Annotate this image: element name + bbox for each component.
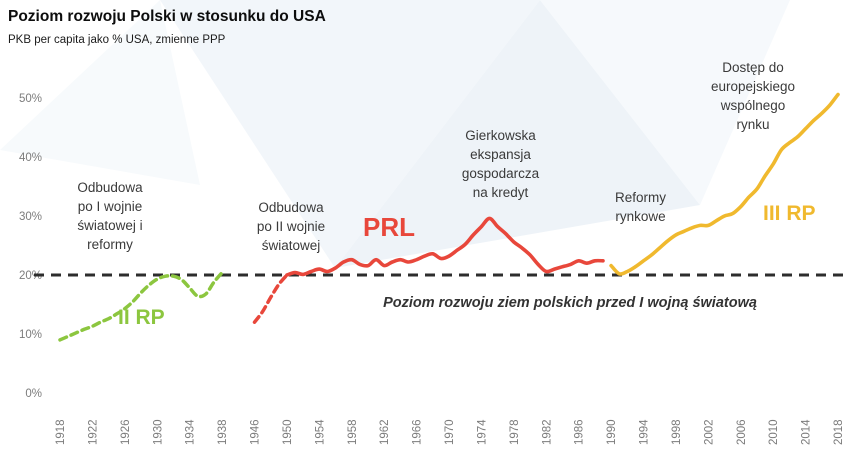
annotation-eu-common-market: Dostęp do europejskiego wspólnego rynku (710, 60, 796, 133)
y-tick-label: 10% (19, 329, 42, 341)
series-label-iii-rp: III RP (763, 202, 816, 225)
x-tick-label: 2010 (768, 419, 780, 445)
x-tick-label: 2014 (801, 419, 813, 445)
line-iii-rp (609, 92, 840, 276)
x-tick-label: 1982 (541, 419, 553, 445)
x-tick-label: 1962 (379, 419, 391, 445)
background-polygon (540, 0, 790, 205)
y-tick-label: 30% (19, 211, 42, 223)
x-tick-label: 1994 (639, 419, 651, 445)
x-tick-label: 1978 (509, 419, 521, 445)
x-tick-label: 1966 (412, 419, 424, 445)
annotation-postwar-recovery: Odbudowa po II wojnie światowej (256, 200, 326, 254)
x-tick-label: 1970 (444, 419, 456, 445)
x-tick-label: 2002 (703, 419, 715, 445)
line-ii-rp (58, 270, 224, 342)
x-tick-label: 1986 (574, 419, 586, 445)
x-tick-label: 1934 (185, 419, 197, 445)
x-tick-label: 1998 (671, 419, 683, 445)
x-tick-label: 1926 (120, 419, 132, 445)
y-tick-label: 20% (19, 270, 42, 282)
annotation-prewar-level: Poziom rozwoju ziem polskich przed I woj… (383, 295, 757, 311)
x-tick-label: 1938 (217, 419, 229, 445)
y-tick-label: 50% (19, 93, 42, 105)
x-tick-label: 1930 (152, 419, 164, 445)
y-tick-label: 40% (19, 152, 42, 164)
annotation-market-reforms: Reformy rynkowe (614, 190, 666, 225)
annotation-interwar-recovery: Odbudowa po I wojnie światowej i reformy (77, 180, 143, 253)
x-tick-label: 1946 (250, 419, 262, 445)
x-tick-label: 1950 (282, 419, 294, 445)
series-label-prl: PRL (363, 212, 415, 242)
series-label-ii-rp: II RP (118, 306, 165, 329)
page-title: Poziom rozwoju Polski w stosunku do USA (8, 8, 326, 25)
chart-subtitle: PKB per capita jako % USA, zmienne PPP (8, 34, 226, 46)
line-prl-recovery (252, 273, 289, 324)
y-tick-label: 0% (25, 388, 42, 400)
x-tick-label: 1958 (347, 419, 359, 445)
x-tick-label: 1954 (314, 419, 326, 445)
x-tick-label: 1974 (476, 419, 488, 445)
annotation-gierek-expansion: Gierkowska ekspansja gospodarcza na kred… (461, 128, 540, 201)
x-tick-label: 1918 (55, 419, 67, 445)
x-tick-label: 2006 (736, 419, 748, 445)
x-tick-label: 2018 (833, 419, 845, 445)
background-polygon (160, 0, 540, 268)
line-prl (285, 216, 605, 277)
background-polygon (335, 0, 700, 268)
x-tick-label: 1922 (87, 419, 99, 445)
x-tick-label: 1990 (606, 419, 618, 445)
background-polygon (0, 0, 200, 185)
